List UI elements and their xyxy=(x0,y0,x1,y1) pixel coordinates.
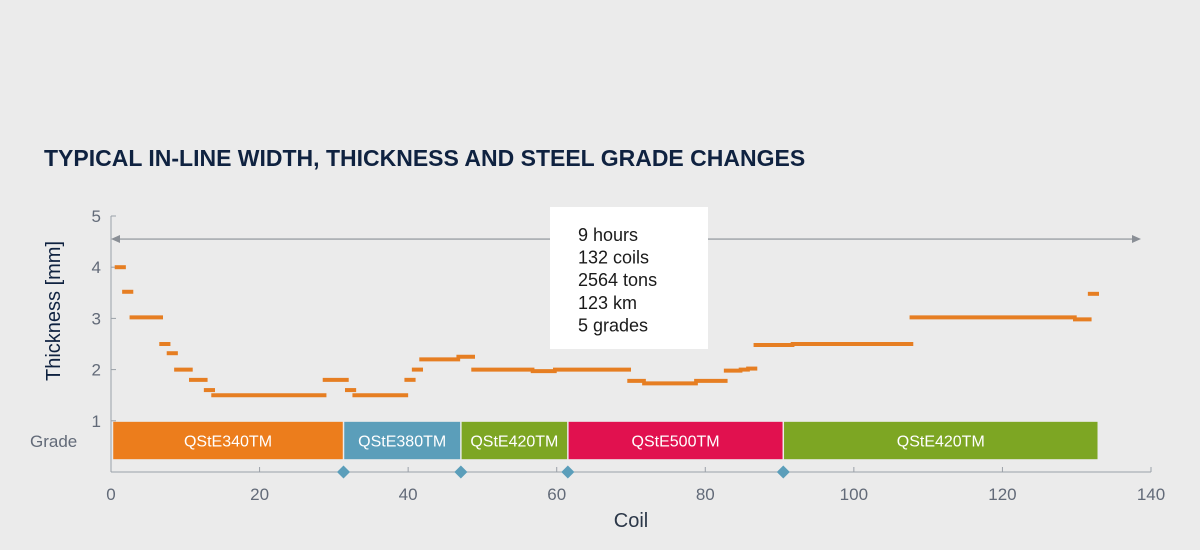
info-line: 123 km xyxy=(578,293,637,313)
grade-bar xyxy=(461,421,568,460)
x-tick-label: 40 xyxy=(399,485,418,504)
grade-change-markers xyxy=(337,465,790,479)
x-tick-label: 80 xyxy=(696,485,715,504)
chart-title: TYPICAL IN-LINE WIDTH, THICKNESS AND STE… xyxy=(44,145,805,171)
grade-change-marker xyxy=(776,465,790,479)
thickness-series xyxy=(114,265,1099,398)
grade-change-marker xyxy=(561,465,575,479)
y-tick-label: 3 xyxy=(92,309,101,328)
x-tick-label: 60 xyxy=(547,485,566,504)
grade-bar xyxy=(113,421,343,460)
grade-change-marker xyxy=(454,465,468,479)
y-tick-label: 2 xyxy=(92,361,101,380)
x-tick-label: 20 xyxy=(250,485,269,504)
y-tick-label: 5 xyxy=(92,207,101,226)
x-tick-label: 140 xyxy=(1137,485,1165,504)
y-tick-label: 1 xyxy=(92,412,101,431)
y-axis-title: Thickness [mm] xyxy=(43,241,65,381)
x-tick-label: 0 xyxy=(106,485,115,504)
axes: 1 2 3 4 5 0 20 40 60 80 100 120 140 Grade xyxy=(30,207,1165,504)
y-tick-label: 4 xyxy=(92,258,101,277)
grade-bar xyxy=(344,421,461,460)
x-tick-label: 100 xyxy=(840,485,868,504)
span-arrow-left-head xyxy=(111,235,120,244)
x-tick-label: 120 xyxy=(988,485,1016,504)
info-box-background xyxy=(550,207,708,349)
info-line: 5 grades xyxy=(578,315,648,335)
grade-bars: QStE340TM QStE380TM QStE420TM QStE500TM QStE… xyxy=(113,421,1098,460)
grade-label: QStE420TM xyxy=(897,434,985,451)
info-line: 9 hours xyxy=(578,225,638,245)
grade-bar xyxy=(568,421,783,460)
info-line: 132 coils xyxy=(578,248,649,268)
grade-bar xyxy=(784,421,1098,460)
span-arrow-right-head xyxy=(1132,235,1141,244)
grade-label: QStE500TM xyxy=(632,434,720,451)
grade-label: QStE340TM xyxy=(184,434,272,451)
grade-label: QStE380TM xyxy=(358,434,446,451)
grade-label: QStE420TM xyxy=(470,434,558,451)
x-axis-title: Coil xyxy=(614,510,648,532)
grade-change-marker xyxy=(337,465,351,479)
info-line: 2564 tons xyxy=(578,270,657,290)
grade-row-label: Grade xyxy=(30,432,77,451)
